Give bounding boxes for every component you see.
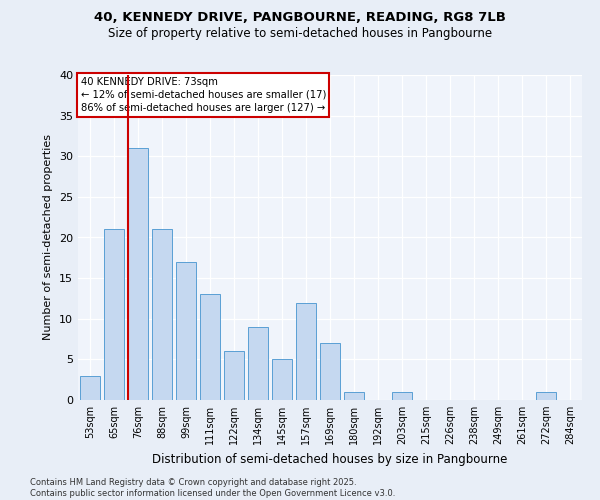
Bar: [224, 351, 244, 400]
Bar: [344, 392, 364, 400]
Bar: [80, 376, 100, 400]
X-axis label: Distribution of semi-detached houses by size in Pangbourne: Distribution of semi-detached houses by …: [152, 452, 508, 466]
Bar: [248, 327, 268, 400]
Y-axis label: Number of semi-detached properties: Number of semi-detached properties: [43, 134, 53, 340]
Bar: [536, 392, 556, 400]
Text: 40 KENNEDY DRIVE: 73sqm
← 12% of semi-detached houses are smaller (17)
86% of se: 40 KENNEDY DRIVE: 73sqm ← 12% of semi-de…: [80, 76, 326, 113]
Bar: [392, 392, 412, 400]
Bar: [200, 294, 220, 400]
Text: Size of property relative to semi-detached houses in Pangbourne: Size of property relative to semi-detach…: [108, 28, 492, 40]
Bar: [272, 360, 292, 400]
Text: 40, KENNEDY DRIVE, PANGBOURNE, READING, RG8 7LB: 40, KENNEDY DRIVE, PANGBOURNE, READING, …: [94, 11, 506, 24]
Bar: [152, 230, 172, 400]
Bar: [104, 230, 124, 400]
Text: Contains HM Land Registry data © Crown copyright and database right 2025.
Contai: Contains HM Land Registry data © Crown c…: [30, 478, 395, 498]
Bar: [128, 148, 148, 400]
Bar: [296, 302, 316, 400]
Bar: [320, 343, 340, 400]
Bar: [176, 262, 196, 400]
